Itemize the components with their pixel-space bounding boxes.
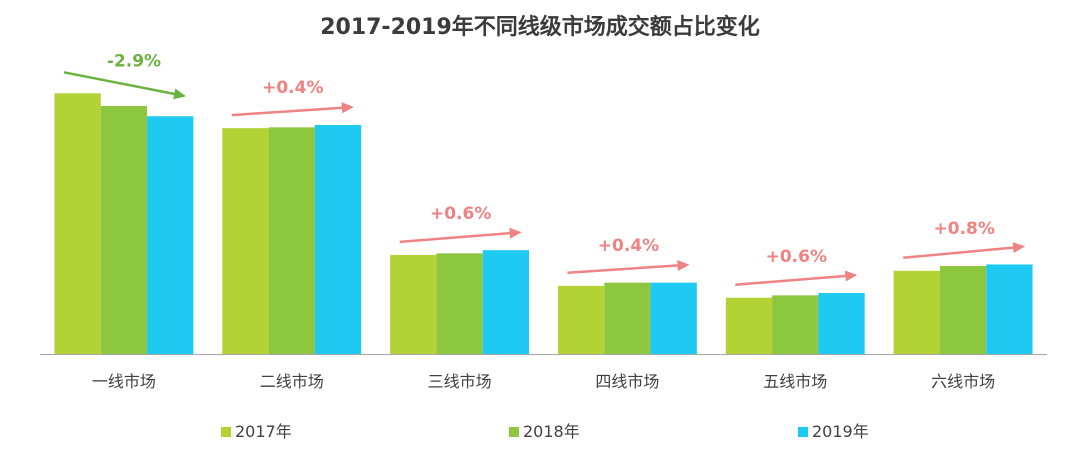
category-label-5: 五线市场 — [763, 372, 827, 391]
legend-label-2019: 2019年 — [812, 422, 869, 441]
bar-series-2-category-6 — [939, 266, 987, 354]
change-arrow-line-5 — [735, 274, 847, 286]
chart-title: 2017-2019年不同线级市场成交额占比变化 — [320, 15, 760, 40]
change-label-3: +0.6% — [430, 204, 491, 224]
change-annotation-4: +0.4% — [567, 236, 690, 275]
bar-series-1-category-5 — [725, 297, 773, 354]
bar-series-3-category-1 — [147, 116, 194, 354]
change-label-5: +0.6% — [766, 247, 827, 267]
change-arrow-head-6 — [1012, 242, 1026, 253]
bar-series-3-category-2 — [314, 124, 362, 354]
bar-series-1-category-3 — [390, 254, 437, 354]
bar-series-2-category-5 — [772, 295, 819, 354]
bar-series-2-category-1 — [100, 105, 148, 354]
change-arrow-line-2 — [231, 106, 343, 117]
change-arrow-head-2 — [341, 102, 354, 114]
legend-swatch-2018 — [509, 427, 519, 437]
change-arrow-line-3 — [399, 231, 511, 244]
legend-item-2017: 2017年 — [221, 423, 292, 441]
change-annotation-2: +0.4% — [231, 78, 354, 117]
change-label-2: +0.4% — [262, 78, 323, 98]
legend-label-2017: 2017年 — [235, 422, 292, 441]
category-label-2: 二线市场 — [260, 372, 324, 391]
bar-series-1-category-1 — [54, 93, 101, 355]
bar-series-3-category-4 — [650, 282, 697, 354]
change-arrow-head-3 — [509, 227, 522, 239]
change-arrow-head-4 — [677, 260, 690, 271]
category-labels: 一线市场 二线市场 三线市场 四线市场 五线市场 六线市场 — [92, 372, 995, 391]
category-label-4: 四线市场 — [595, 372, 659, 391]
change-arrow-line-4 — [567, 264, 679, 275]
change-annotation-3: +0.6% — [399, 204, 522, 244]
bar-series-1-category-4 — [557, 285, 605, 354]
change-label-1: -2.9% — [107, 51, 161, 71]
category-label-6: 六线市场 — [931, 372, 995, 391]
change-label-6: +0.8% — [933, 219, 994, 239]
category-label-3: 三线市场 — [428, 372, 492, 391]
change-arrow-head-5 — [844, 270, 858, 282]
legend-item-2018: 2018年 — [509, 423, 580, 441]
change-arrow-line-6 — [903, 246, 1015, 260]
category-label-1: 一线市场 — [92, 372, 156, 391]
bars — [54, 93, 1033, 355]
bar-series-3-category-3 — [482, 250, 530, 354]
change-arrow-head-1 — [173, 88, 186, 100]
legend-label-2018: 2018年 — [523, 422, 580, 441]
bar-series-3-category-6 — [986, 264, 1033, 354]
legend-swatch-2017 — [221, 427, 231, 437]
legend-item-2019: 2019年 — [798, 423, 869, 441]
bar-series-2-category-2 — [268, 127, 315, 354]
bar-series-3-category-5 — [818, 292, 865, 354]
bar-series-2-category-3 — [436, 253, 483, 354]
change-annotation-5: +0.6% — [735, 247, 858, 286]
legend-swatch-2019 — [798, 427, 808, 437]
change-annotations: -2.9% +0.4% +0.6% +0.4% +0.6% +0.8% — [63, 51, 1026, 286]
change-annotation-6: +0.8% — [903, 219, 1026, 260]
change-annotation-1: -2.9% — [63, 51, 186, 100]
bar-series-2-category-4 — [604, 282, 651, 354]
change-label-4: +0.4% — [598, 236, 659, 256]
bar-series-1-category-6 — [893, 270, 940, 354]
change-arrow-line-1 — [63, 71, 176, 96]
bar-series-1-category-2 — [222, 128, 269, 354]
